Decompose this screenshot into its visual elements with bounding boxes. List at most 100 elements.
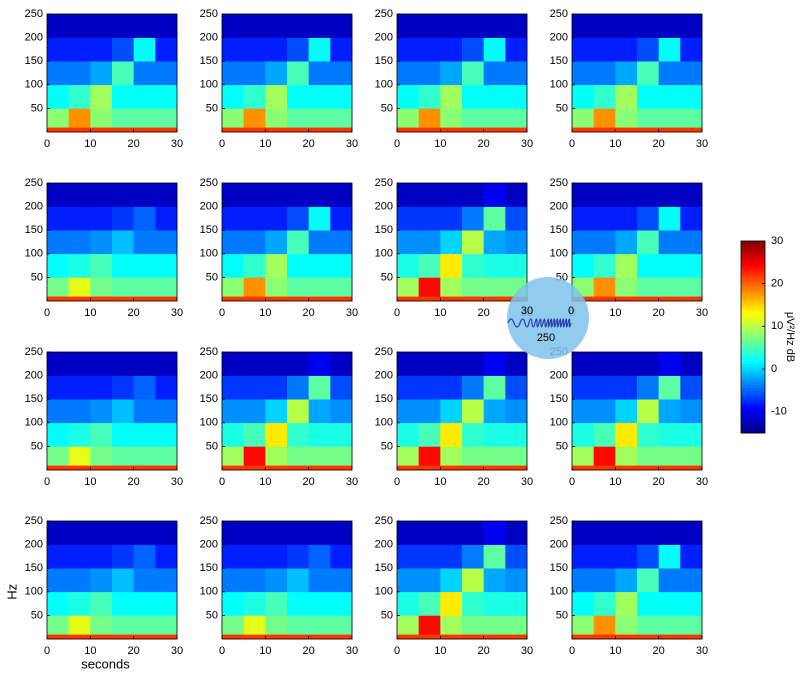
heatmap-cell	[483, 568, 506, 593]
axes-frame	[396, 351, 528, 471]
y-tick-label: 200	[25, 539, 43, 551]
heatmap-cell	[440, 277, 463, 297]
heatmap-cell	[593, 465, 616, 471]
heatmap-cell	[572, 352, 594, 376]
heatmap-cell	[68, 352, 91, 376]
heatmap-cell	[68, 37, 91, 62]
axes-frame	[221, 182, 353, 302]
heatmap-cell	[615, 375, 638, 400]
heatmap-cell	[155, 422, 178, 447]
heatmap-cell	[287, 206, 309, 231]
x-tick-label: 0	[219, 307, 225, 319]
heatmap-cell	[308, 422, 331, 447]
axes-frame	[396, 13, 528, 133]
y-tick-label: 250	[375, 515, 393, 527]
heatmap-cell	[265, 375, 288, 400]
heatmap-cell	[637, 446, 659, 466]
colorbar-swatch	[741, 265, 765, 269]
heatmap-cell	[418, 277, 441, 297]
heatmap-cell	[483, 615, 506, 635]
heatmap-cell	[68, 108, 91, 128]
colorbar-swatch	[741, 373, 765, 377]
heatmap-cell	[483, 183, 506, 207]
heatmap-cell	[330, 422, 353, 447]
heatmap-cell	[593, 352, 616, 376]
heatmap-cell	[112, 296, 134, 302]
heatmap-cell	[68, 465, 91, 471]
heatmap-cell	[133, 591, 156, 616]
heatmap-cell	[265, 206, 288, 231]
heatmap-cell	[330, 615, 353, 635]
heatmap-cell	[222, 108, 244, 128]
heatmap-cell	[462, 352, 484, 376]
heatmap-cell	[112, 422, 134, 447]
x-tick-label: 10	[84, 138, 96, 150]
heatmap-cell	[658, 634, 681, 640]
heatmap-cell	[505, 230, 528, 255]
heatmap-cell	[680, 568, 703, 593]
heatmap-cell	[680, 183, 703, 207]
heatmap-cell	[155, 615, 178, 635]
y-tick-label: 200	[25, 201, 43, 213]
heatmap-cell	[637, 206, 659, 231]
heatmap-cell	[330, 591, 353, 616]
heatmap-cell	[243, 399, 266, 424]
colorbar-swatch	[741, 307, 765, 311]
heatmap-cell	[308, 61, 331, 86]
heatmap-cell	[243, 253, 266, 278]
heatmap-cell	[243, 37, 266, 62]
heatmap-cell	[440, 230, 463, 255]
heatmap-cell	[418, 206, 441, 231]
y-tick-label: 50	[206, 102, 218, 114]
x-tick-label: 20	[478, 138, 490, 150]
heatmap-cell	[505, 84, 528, 109]
y-tick-label: 150	[375, 562, 393, 574]
heatmap-cell	[287, 375, 309, 400]
x-tick-label: 10	[434, 138, 446, 150]
x-tick-label: 20	[653, 645, 665, 657]
heatmap-cell	[418, 521, 441, 545]
heatmap-cell	[440, 14, 463, 38]
x-tick-label: 10	[434, 476, 446, 488]
y-tick-label: 250	[200, 515, 218, 527]
heatmap-cell	[637, 296, 659, 302]
x-tick-label: 0	[44, 476, 50, 488]
heatmap-cell	[397, 230, 419, 255]
heatmap-cell	[680, 108, 703, 128]
heatmap-cell	[658, 375, 681, 400]
heatmap-cell	[593, 253, 616, 278]
heatmap-cell	[483, 544, 506, 569]
heatmap-cell	[222, 591, 244, 616]
heatmap-cell	[90, 375, 113, 400]
colorbar-swatch	[741, 241, 765, 245]
heatmap-cell	[287, 127, 309, 133]
colorbar-swatch	[741, 250, 765, 254]
colorbar-swatch	[741, 379, 765, 383]
heatmap-cell	[222, 127, 244, 133]
heatmap-cell	[308, 84, 331, 109]
y-tick-label: 50	[381, 440, 393, 452]
heatmap-cell	[265, 615, 288, 635]
heatmap-cell	[222, 375, 244, 400]
heatmap-cell	[112, 568, 134, 593]
heatmap-cell	[637, 37, 659, 62]
colorbar-tick-label: 10	[771, 320, 783, 332]
heatmap-cell	[265, 568, 288, 593]
y-tick-label: 200	[200, 370, 218, 382]
heatmap-cell	[330, 568, 353, 593]
x-tick-label: 20	[653, 138, 665, 150]
colorbar-frame	[740, 240, 766, 434]
y-tick-label: 150	[550, 562, 568, 574]
heatmap-cell	[47, 296, 69, 302]
heatmap-cell	[680, 634, 703, 640]
heatmap-cell	[308, 399, 331, 424]
heatmap-cell	[505, 399, 528, 424]
heatmap-cell	[222, 296, 244, 302]
y-tick-label: 250	[550, 8, 568, 20]
heatmap-cell	[462, 591, 484, 616]
heatmap-cell	[397, 296, 419, 302]
heatmap-cell	[615, 230, 638, 255]
heatmap-cell	[440, 521, 463, 545]
heatmap-cell	[593, 634, 616, 640]
heatmap-cell	[637, 399, 659, 424]
